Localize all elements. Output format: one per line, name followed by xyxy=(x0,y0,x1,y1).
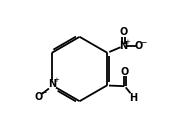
Text: −: − xyxy=(40,88,46,97)
Text: O: O xyxy=(135,41,143,51)
Text: −: − xyxy=(140,38,146,47)
Text: O: O xyxy=(34,92,43,102)
Text: O: O xyxy=(121,67,129,77)
Text: N: N xyxy=(120,41,128,51)
Text: O: O xyxy=(119,27,128,37)
Text: H: H xyxy=(129,92,137,103)
Text: +: + xyxy=(53,78,59,83)
Text: N: N xyxy=(48,79,56,89)
Text: +: + xyxy=(125,39,131,45)
